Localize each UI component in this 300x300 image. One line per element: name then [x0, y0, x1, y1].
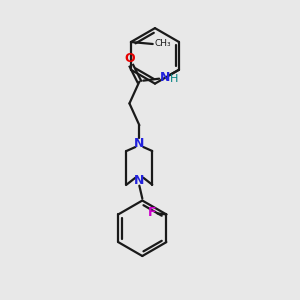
- Text: O: O: [124, 52, 135, 65]
- Text: N: N: [134, 174, 145, 187]
- Text: CH₃: CH₃: [155, 40, 171, 49]
- Text: N: N: [134, 136, 145, 150]
- Text: F: F: [148, 206, 157, 219]
- Text: H: H: [170, 74, 178, 84]
- Text: N: N: [160, 71, 170, 84]
